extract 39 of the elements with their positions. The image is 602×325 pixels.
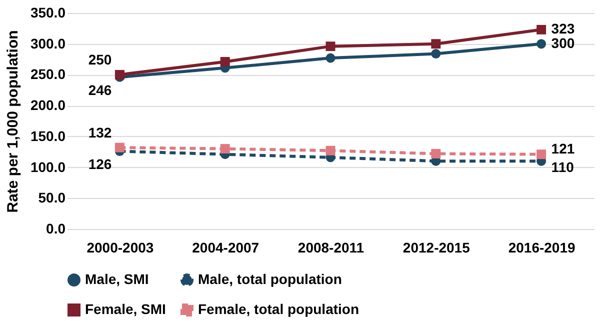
x-tick-label: 2008-2011 <box>298 240 364 256</box>
data-label: 110 <box>551 159 574 176</box>
x-tick-label: 2016-2019 <box>508 240 576 256</box>
data-label: 323 <box>551 20 575 37</box>
point <box>536 150 546 160</box>
legend-label: Male, total population <box>198 271 342 287</box>
point <box>326 146 336 156</box>
point <box>431 49 441 58</box>
point <box>431 148 441 158</box>
x-tick-label: 2012-2015 <box>402 240 470 256</box>
point <box>536 39 546 49</box>
point <box>114 142 124 152</box>
point <box>114 70 124 80</box>
legend-label: Female, SMI <box>85 301 166 317</box>
y-tick-label: 0.0 <box>46 220 66 236</box>
data-label: 121 <box>551 140 575 156</box>
y-tick-label: 200.0 <box>30 97 66 114</box>
y-tick-label: 350.0 <box>30 4 66 20</box>
data-label: 132 <box>88 124 112 141</box>
point <box>536 24 546 34</box>
point <box>431 39 441 49</box>
data-label: 300 <box>551 34 575 51</box>
y-tick-label: 50.0 <box>38 190 66 206</box>
y-axis-title: Rate per 1,000 population <box>4 30 22 213</box>
point <box>220 144 230 154</box>
data-label: 250 <box>88 52 112 68</box>
y-tick-label: 250.0 <box>30 66 66 82</box>
y-tick-label: 100.0 <box>30 158 66 175</box>
legend-label: Female, total population <box>198 301 360 317</box>
y-tick-label: 150.0 <box>30 128 66 144</box>
point <box>326 42 336 52</box>
point <box>220 57 230 66</box>
data-label: 246 <box>88 82 112 98</box>
point <box>326 53 336 63</box>
x-tick-label: 2004-2007 <box>192 240 260 256</box>
legend-label: Male, SMI <box>85 271 149 287</box>
x-tick-label: 2000-2003 <box>86 240 154 256</box>
y-tick-label: 300.0 <box>30 35 66 52</box>
data-label: 126 <box>88 156 112 172</box>
